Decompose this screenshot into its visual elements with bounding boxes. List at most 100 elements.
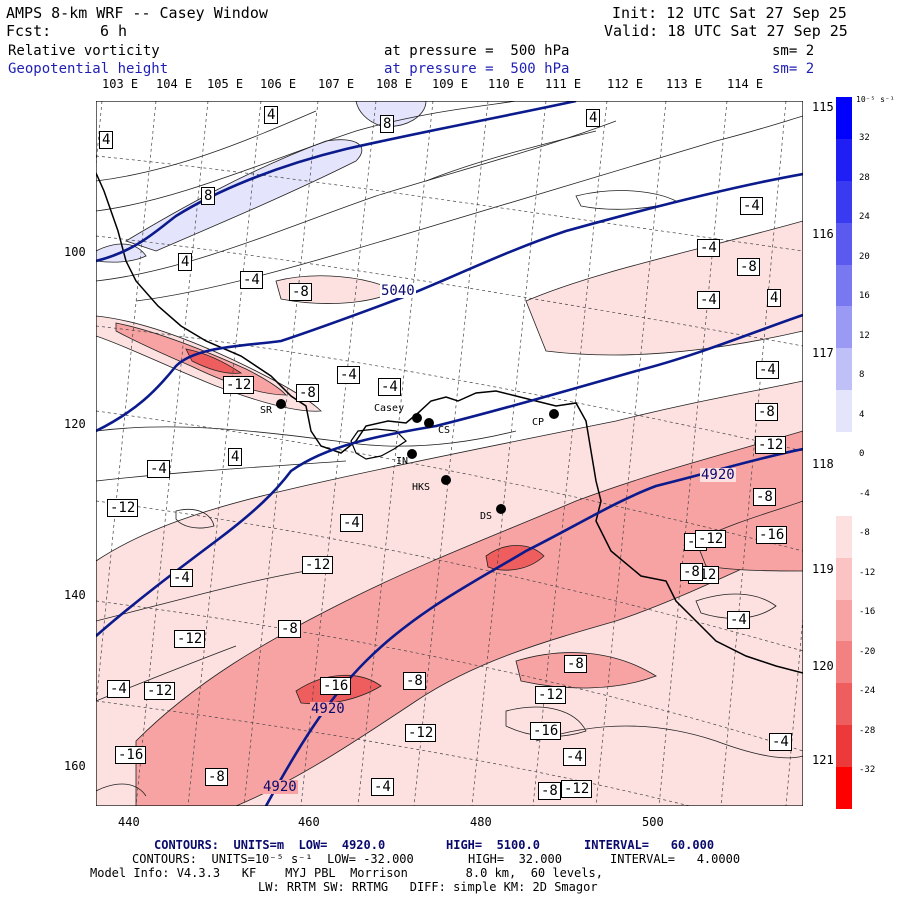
height-label-4920-south: 4920 bbox=[310, 701, 346, 717]
colorbar-tick-label: 12 bbox=[859, 330, 870, 341]
colorbar-unit: 10⁻⁵ s⁻¹ bbox=[856, 95, 895, 104]
station-cp-dot bbox=[549, 409, 559, 419]
y-tick-100: 100 bbox=[64, 245, 86, 259]
lon-label-107: 107 E bbox=[318, 77, 355, 91]
vorticity-contour-label: -16 bbox=[756, 526, 788, 544]
colorbar-tick-label: -4 bbox=[859, 488, 870, 499]
colorbar-tick-label: 28 bbox=[859, 172, 870, 183]
pressure-level-2: at pressure = 500 hPa bbox=[384, 61, 570, 77]
colorbar-tick-label: -8 bbox=[859, 528, 870, 538]
colorbar-cell bbox=[836, 767, 852, 810]
vorticity-contour-label: -8 bbox=[737, 258, 760, 276]
vorticity-contour-label: -16 bbox=[115, 746, 147, 764]
forecast-hours: 6 h bbox=[100, 22, 128, 40]
station-cp-label: CP bbox=[532, 417, 545, 428]
height-label-4920-east: 4920 bbox=[700, 467, 736, 483]
lon-label-110: 110 E bbox=[488, 77, 525, 91]
vorticity-contour-label: -8 bbox=[564, 655, 587, 673]
vorticity-contour-label: 8 bbox=[380, 115, 395, 133]
init-time: Init: 12 UTC Sat 27 Sep 25 bbox=[612, 4, 847, 22]
vorticity-contour-label: -8 bbox=[680, 563, 703, 581]
height-label-4920-bottom: 4920 bbox=[262, 779, 298, 795]
vort-shade-light-north bbox=[525, 220, 803, 356]
vorticity-contour-label: -12 bbox=[561, 780, 593, 798]
colorbar-tick-label: 32 bbox=[859, 133, 870, 143]
vorticity-contour-label: -4 bbox=[756, 361, 779, 379]
field-vorticity: Relative vorticity bbox=[8, 43, 160, 59]
vorticity-contour-label: -12 bbox=[302, 556, 334, 574]
colorbar-cell bbox=[836, 683, 852, 726]
lon-label-113: 113 E bbox=[666, 77, 703, 91]
vorticity-contour-label: -12 bbox=[223, 376, 255, 394]
station-ds-label: DS bbox=[480, 511, 493, 522]
station-casey-label: Casey bbox=[374, 403, 405, 414]
colorbar-tick-label: 16 bbox=[859, 291, 870, 301]
vorticity-contour-label: -12 bbox=[174, 630, 206, 648]
vort-shade-sr-strong bbox=[185, 348, 243, 374]
lon-label-109: 109 E bbox=[432, 77, 469, 91]
colorbar-tick-label: 4 bbox=[859, 409, 865, 420]
colorbar-cell bbox=[836, 222, 852, 266]
station-markers bbox=[276, 399, 559, 514]
vorticity-contour-label: 4 bbox=[264, 106, 279, 124]
smoothing-2: sm= 2 bbox=[772, 61, 815, 77]
colorbar-cell bbox=[836, 432, 852, 475]
footer-height-high: HIGH= 5100.0 bbox=[446, 838, 540, 852]
vorticity-contour-label: -16 bbox=[320, 677, 352, 695]
lon-label-114: 114 E bbox=[727, 77, 764, 91]
x-tick-440: 440 bbox=[118, 815, 140, 829]
vorticity-contour-label: -12 bbox=[535, 686, 567, 704]
valid-time: Valid: 18 UTC Sat 27 Sep 25 bbox=[604, 22, 848, 40]
colorbar-cell bbox=[836, 641, 852, 684]
vorticity-contour-label: -12 bbox=[107, 499, 139, 517]
colorbar-tick-label: -24 bbox=[859, 686, 876, 696]
vorticity-contour-label: -4 bbox=[740, 197, 763, 215]
vorticity-contour-label: 4 bbox=[99, 131, 114, 149]
y-tick-120: 120 bbox=[64, 417, 86, 431]
colorbar-tick-label: 24 bbox=[859, 212, 870, 222]
vorticity-contour-label: -4 bbox=[727, 611, 750, 629]
colorbar-cell bbox=[836, 515, 852, 559]
coastline bbox=[96, 172, 803, 674]
vorticity-contour-label: -4 bbox=[697, 291, 720, 309]
x-tick-480: 480 bbox=[470, 815, 492, 829]
vorticity-contour-label: -4 bbox=[240, 271, 263, 289]
vorticity-contour-label: -12 bbox=[144, 682, 176, 700]
vorticity-contour-label: -4 bbox=[378, 378, 401, 396]
vorticity-contour-label: 4 bbox=[586, 109, 601, 127]
footer-physics: LW: RRTM SW: RRTMG DIFF: simple KM: 2D S… bbox=[258, 880, 598, 894]
lon-label-105: 105 E bbox=[207, 77, 244, 91]
station-sr-dot bbox=[276, 399, 286, 409]
vorticity-contour-label: 4 bbox=[767, 289, 782, 307]
vorticity-contour-label: -4 bbox=[340, 514, 363, 532]
vorticity-contour-label: -4 bbox=[563, 748, 586, 766]
station-casey-dot bbox=[412, 413, 422, 423]
map-panel bbox=[96, 101, 803, 806]
forecast-label: Fcst: bbox=[6, 22, 52, 40]
vorticity-contour-label: -4 bbox=[371, 778, 394, 796]
vorticity-contour-label: -8 bbox=[289, 283, 312, 301]
lon-label-112: 112 E bbox=[607, 77, 644, 91]
smoothing-1: sm= 2 bbox=[772, 43, 815, 59]
vorticity-contour-label: -4 bbox=[147, 460, 170, 478]
vorticity-contour-label: -4 bbox=[107, 680, 130, 698]
vorticity-contour-label: -8 bbox=[278, 620, 301, 638]
footer-vort-contours: CONTOURS: UNITS=10⁻⁵ s⁻¹ LOW= -32.000 bbox=[132, 852, 414, 866]
vorticity-contour-label: -8 bbox=[753, 488, 776, 506]
vorticity-contour-label: -12 bbox=[695, 530, 727, 548]
colorbar-tick-label: -12 bbox=[859, 567, 876, 578]
colorbar-cell bbox=[836, 557, 852, 601]
footer-height-interval: INTERVAL= 60.000 bbox=[584, 838, 715, 852]
vort-shade-mid-south bbox=[135, 430, 803, 806]
station-sr-label: SR bbox=[260, 405, 273, 416]
station-ds-dot bbox=[496, 504, 506, 514]
station-cs-label: CS bbox=[438, 425, 451, 436]
colorbar-cell bbox=[836, 180, 852, 224]
lon-label-103: 103 E bbox=[102, 77, 139, 91]
y-tick-160: 160 bbox=[64, 759, 86, 773]
colorbar-tick-label: -28 bbox=[859, 725, 876, 736]
colorbar-cell bbox=[836, 599, 852, 642]
vorticity-contour-label: -4 bbox=[170, 569, 193, 587]
vorticity-contour-label: -4 bbox=[769, 733, 792, 751]
colorbar-tick-label: 8 bbox=[859, 370, 865, 380]
